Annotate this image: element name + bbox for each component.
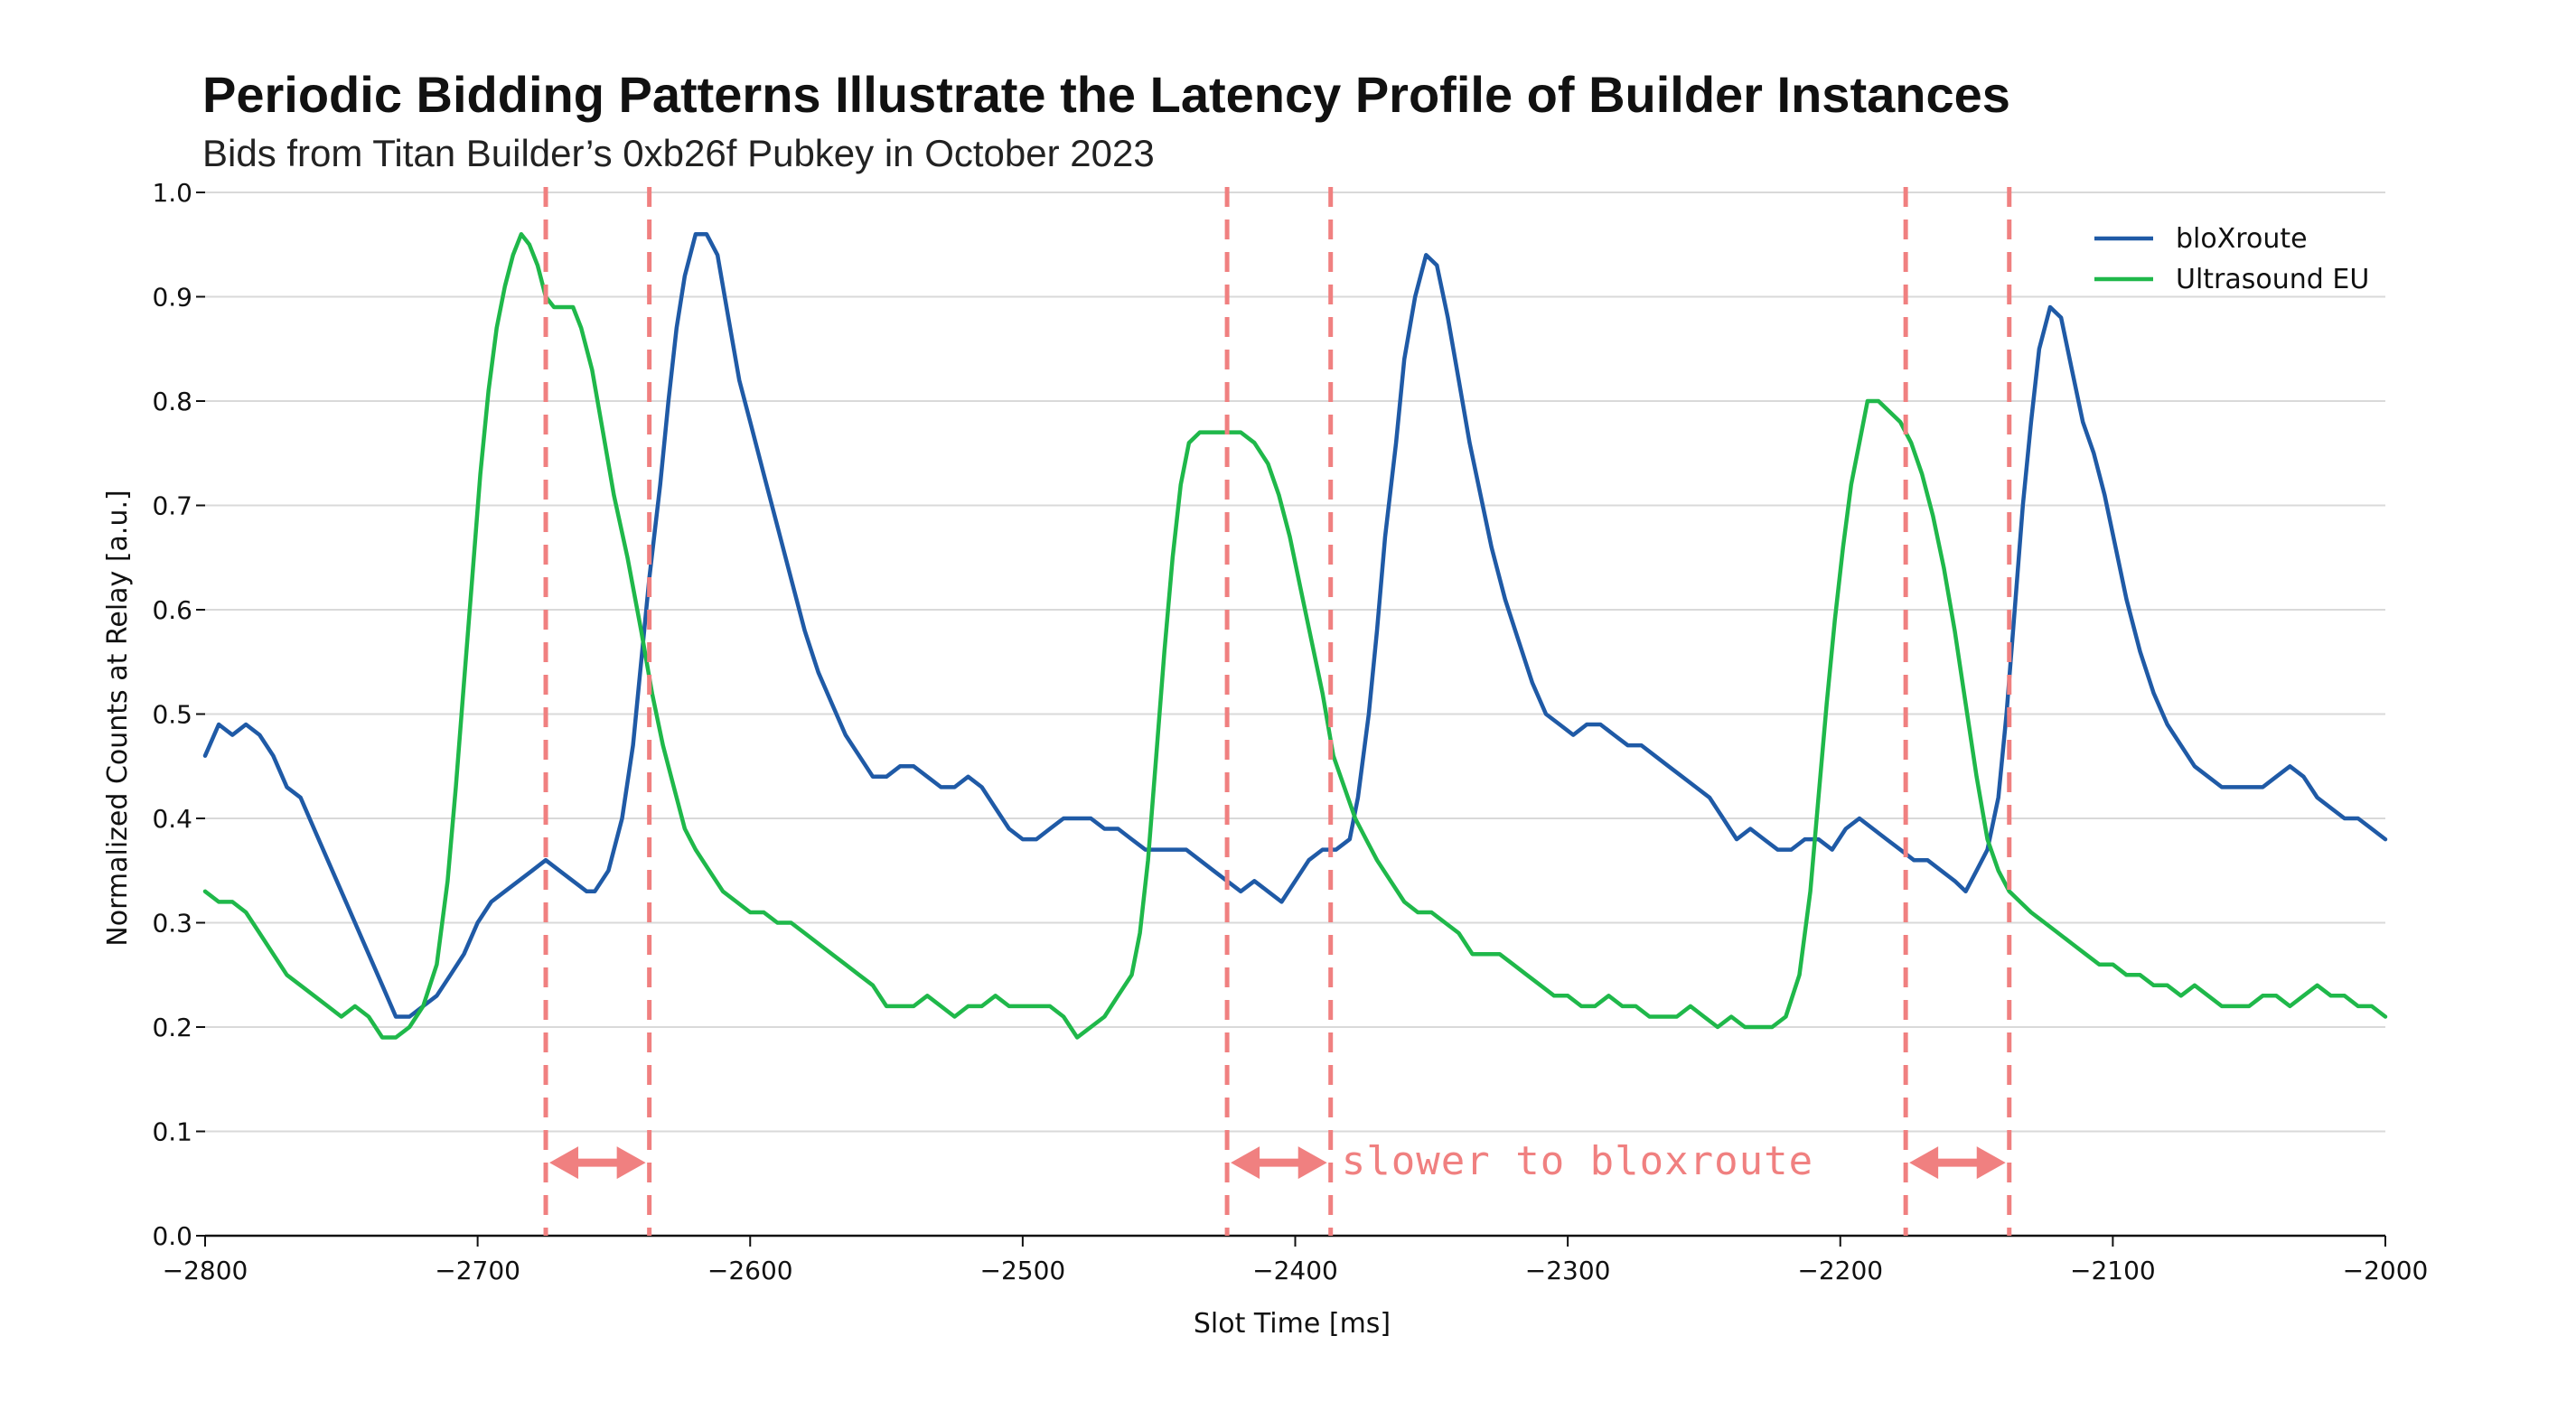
- y-tick-label: 0.4: [152, 804, 192, 834]
- chart-title: Periodic Bidding Patterns Illustrate the…: [202, 66, 2010, 123]
- double-arrow-head-right: [616, 1146, 646, 1180]
- x-tick-label: −2800: [163, 1256, 248, 1285]
- x-tick-label: −2200: [1797, 1256, 1883, 1285]
- double-arrow-head-right: [1297, 1146, 1327, 1180]
- latency-annotations: slower to bloxroute: [543, 187, 2012, 1236]
- x-tick-label: −2100: [2070, 1256, 2156, 1285]
- annotation-text: slower to bloxroute: [1342, 1138, 1813, 1184]
- x-tick-label: −2400: [1252, 1256, 1338, 1285]
- y-axis-label: Normalized Counts at Relay [a.u.]: [102, 490, 134, 946]
- x-tick-label: −2000: [2343, 1256, 2429, 1285]
- y-tick-label: 0.2: [152, 1013, 192, 1042]
- chart-subtitle: Bids from Titan Builder’s 0xb26f Pubkey …: [202, 132, 1155, 174]
- x-tick-label: −2300: [1525, 1256, 1611, 1285]
- y-tick-label: 0.9: [152, 283, 192, 313]
- double-arrow-head-left: [1231, 1146, 1260, 1180]
- x-tick-label: −2600: [707, 1256, 793, 1285]
- double-arrow-head-left: [549, 1146, 579, 1180]
- legend-label: Ultrasound EU: [2176, 264, 2369, 295]
- x-tick-label: −2500: [980, 1256, 1066, 1285]
- y-tick-label: 0.1: [152, 1117, 192, 1147]
- y-tick-label: 0.8: [152, 387, 192, 416]
- y-tick-label: 0.0: [152, 1221, 192, 1251]
- double-arrow: [549, 1146, 646, 1180]
- y-tick-label: 0.7: [152, 491, 192, 521]
- double-arrow-head-left: [1909, 1146, 1939, 1180]
- gridlines: [205, 192, 2385, 1133]
- legend-label: bloXroute: [2176, 223, 2308, 255]
- y-tick-label: 1.0: [152, 178, 192, 208]
- x-tick-label: −2700: [435, 1256, 520, 1285]
- y-tick-label: 0.5: [152, 700, 192, 730]
- double-arrow: [1231, 1146, 1327, 1180]
- axes: 0.0 0.1 0.2 0.3 0.4 0.5 0.6 0.7 0.8 0.9 1.0 −2800 −2…: [152, 178, 2428, 1285]
- x-axis-label: Slot Time [ms]: [1194, 1308, 1391, 1340]
- double-arrow: [1909, 1146, 2006, 1180]
- series-line-ultrasound-eu: [202, 231, 2388, 1040]
- legend: bloXroute Ultrasound EU: [2094, 223, 2369, 295]
- series-line-bloxroute: [202, 231, 2388, 1019]
- y-tick-label: 0.3: [152, 909, 192, 939]
- series-lines: [202, 231, 2388, 1040]
- double-arrow-head-right: [1976, 1146, 2006, 1180]
- y-tick-label: 0.6: [152, 595, 192, 625]
